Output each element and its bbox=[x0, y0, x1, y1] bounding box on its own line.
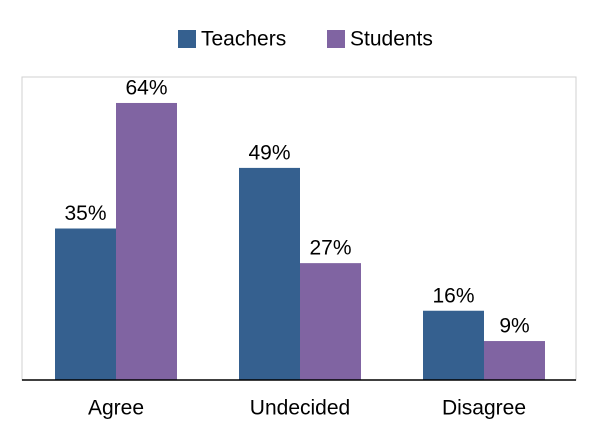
legend-label: Students bbox=[350, 28, 433, 51]
value-label: 64% bbox=[125, 77, 167, 100]
bar bbox=[484, 341, 545, 380]
value-label: 9% bbox=[499, 315, 529, 338]
value-label: 27% bbox=[309, 237, 351, 260]
legend-swatch bbox=[327, 30, 345, 48]
bar bbox=[239, 167, 300, 380]
legend-swatch bbox=[178, 30, 196, 48]
value-label: 49% bbox=[248, 141, 290, 164]
bar bbox=[423, 310, 484, 380]
bar bbox=[55, 228, 116, 380]
value-label: 35% bbox=[64, 202, 106, 225]
bar bbox=[116, 102, 177, 380]
value-label: 16% bbox=[432, 284, 474, 307]
x-tick-label: Undecided bbox=[250, 397, 350, 420]
bar bbox=[300, 263, 361, 380]
legend-label: Teachers bbox=[201, 28, 286, 51]
x-tick-label: Disagree bbox=[442, 397, 526, 420]
x-tick-label: Agree bbox=[88, 397, 144, 420]
